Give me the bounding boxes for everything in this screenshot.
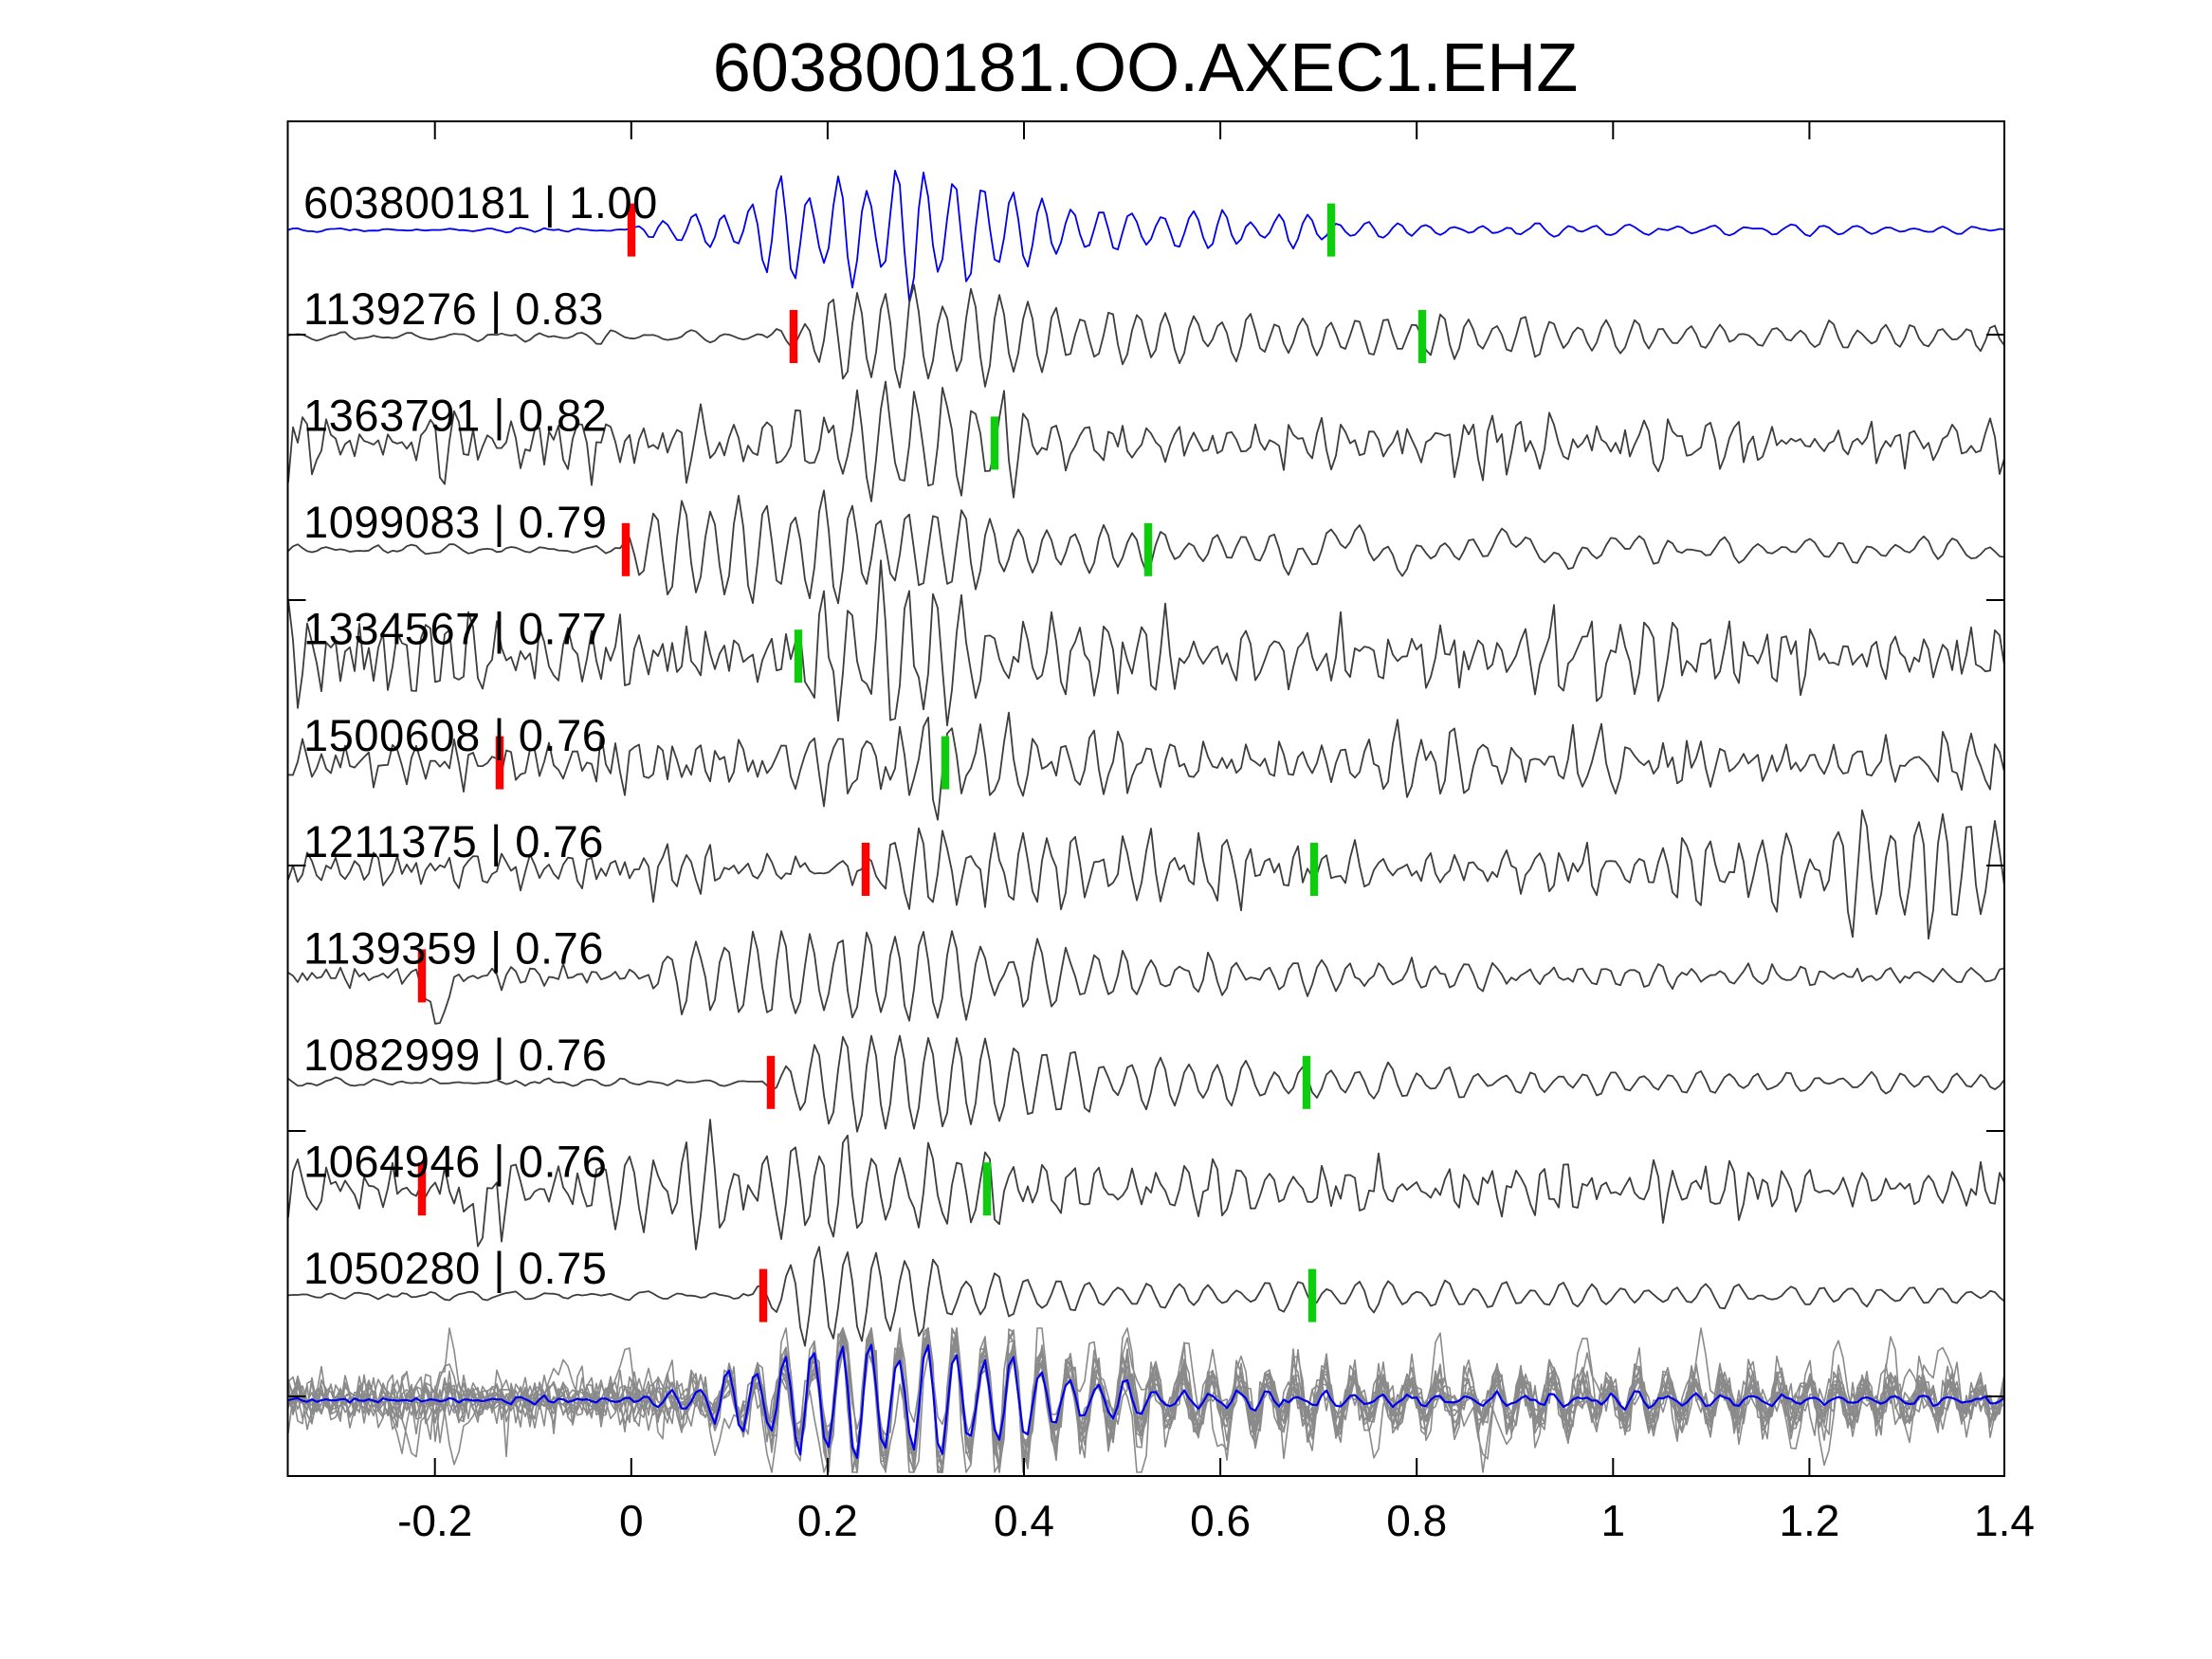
svg-text:603800181.OO.AXEC1.EHZ: 603800181.OO.AXEC1.EHZ bbox=[713, 30, 1579, 106]
svg-text:1334567 | 0.77: 1334567 | 0.77 bbox=[303, 603, 607, 653]
svg-text:1.2: 1.2 bbox=[1779, 1496, 1839, 1545]
svg-text:1.4: 1.4 bbox=[1974, 1496, 2035, 1545]
svg-text:1: 1 bbox=[1601, 1496, 1626, 1545]
svg-text:0.8: 0.8 bbox=[1386, 1496, 1447, 1545]
svg-text:1064946 | 0.76: 1064946 | 0.76 bbox=[303, 1136, 607, 1186]
svg-text:1139359 | 0.76: 1139359 | 0.76 bbox=[303, 923, 604, 974]
svg-text:0: 0 bbox=[619, 1496, 644, 1545]
svg-text:1082999 | 0.76: 1082999 | 0.76 bbox=[303, 1030, 607, 1080]
svg-text:1099083 | 0.79: 1099083 | 0.79 bbox=[303, 497, 607, 547]
svg-text:603800181 | 1.00: 603800181 | 1.00 bbox=[303, 177, 658, 228]
svg-text:1050280 | 0.75: 1050280 | 0.75 bbox=[303, 1243, 607, 1293]
svg-text:1500608 | 0.76: 1500608 | 0.76 bbox=[303, 710, 607, 760]
svg-text:-0.2: -0.2 bbox=[397, 1496, 472, 1545]
svg-text:1363791 | 0.82: 1363791 | 0.82 bbox=[303, 391, 607, 441]
svg-text:1139276 | 0.83: 1139276 | 0.83 bbox=[303, 283, 604, 334]
svg-text:0.6: 0.6 bbox=[1190, 1496, 1251, 1545]
svg-text:0.2: 0.2 bbox=[797, 1496, 858, 1545]
svg-text:1211375 | 0.76: 1211375 | 0.76 bbox=[303, 816, 604, 866]
svg-text:0.4: 0.4 bbox=[994, 1496, 1054, 1545]
